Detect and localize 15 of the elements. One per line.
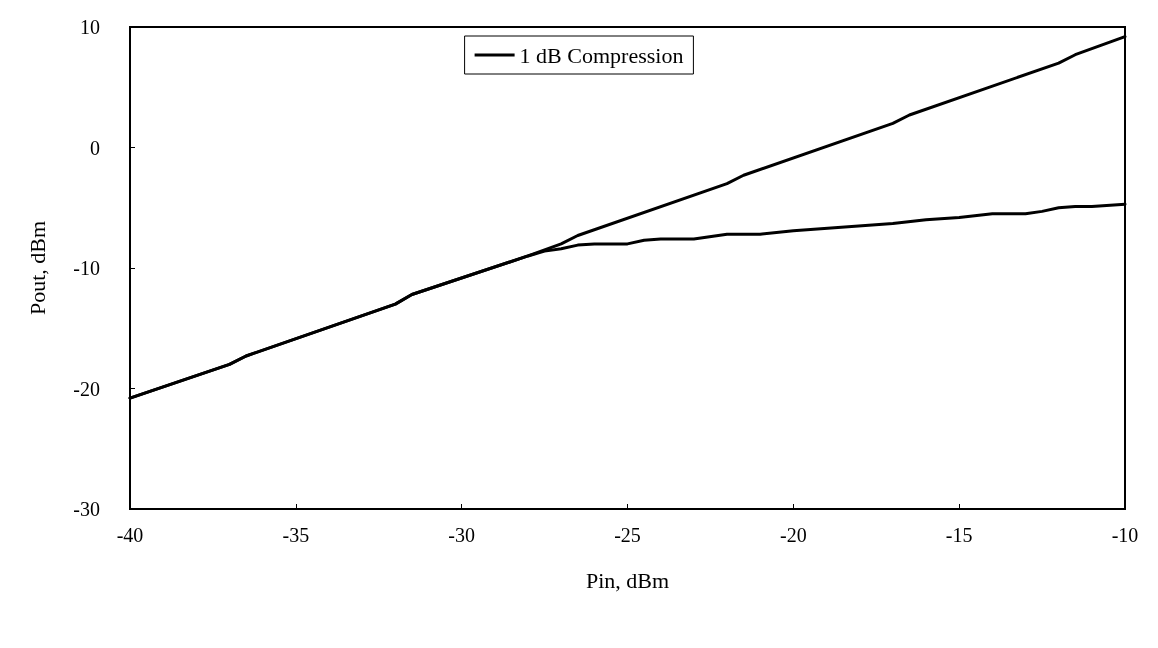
x-tick-label: -25: [614, 524, 641, 546]
y-axis-title: Pout, dBm: [24, 220, 50, 316]
x-tick-label: -20: [780, 524, 807, 546]
y-tick-label: -30: [73, 498, 100, 520]
x-tick-label: -10: [1111, 524, 1139, 546]
x-tick-label: -40: [116, 524, 144, 546]
x-axis-title: Pin, dBm: [585, 567, 670, 593]
y-tick-label: -10: [73, 257, 100, 279]
y-tick-label: 10: [80, 16, 100, 38]
y-tick-label: -20: [73, 377, 100, 400]
x-tick-label: -15: [945, 524, 973, 546]
legend-label: 1 dB Compression: [519, 42, 684, 68]
y-tick-label: 0: [90, 136, 100, 159]
x-tick-label: -35: [282, 524, 310, 546]
x-tick-label: -30: [448, 524, 475, 546]
